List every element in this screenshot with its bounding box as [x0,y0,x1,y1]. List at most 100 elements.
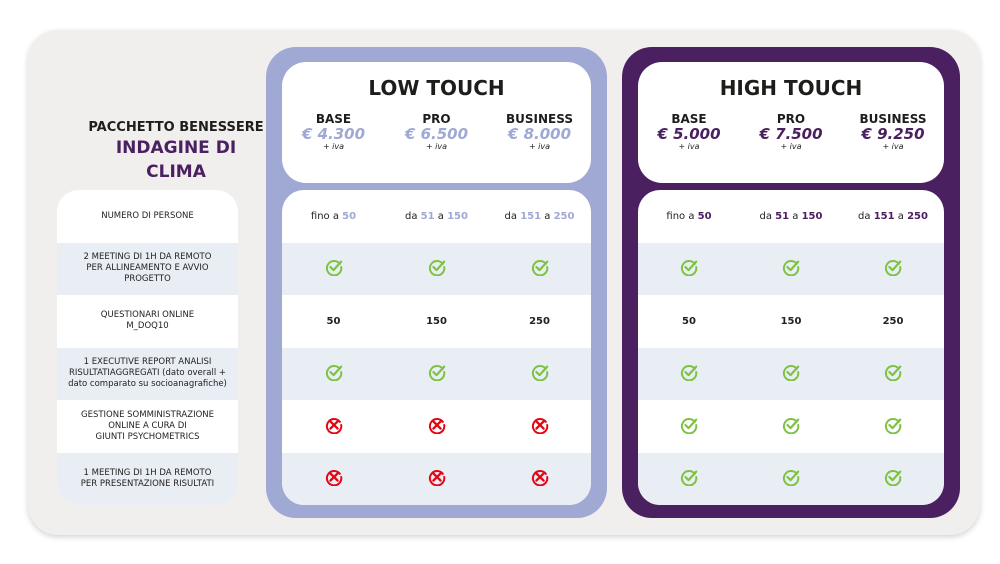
tier-price: € 9.250 [861,125,925,143]
tier-price: € 6.500 [404,125,469,143]
questionari-count: 250 [882,315,904,327]
feature-cell [385,416,488,437]
feature-cell [385,468,488,489]
feature-cell [282,468,385,489]
feature-cell [842,363,944,384]
feature-row: fino a 50 da 51 a 150 da 151 a 250 [282,190,591,243]
feature-cell [638,258,740,279]
feature-row: 50 150 250 [282,295,591,348]
persons-text: 250 [553,210,575,222]
check-icon [531,365,548,382]
feature-cell [282,258,385,279]
persons-text: a [789,210,802,222]
plan-header: HIGH TOUCH BASE € 5.000 + iva PRO € 7.500 + iv… [638,62,944,183]
cross-icon [531,470,548,487]
tier-name: BASE [671,112,707,126]
page-title: PACCHETTO BENESSERE INDAGINE DI CLIMA [76,120,276,183]
feature-cell [842,468,944,489]
feature-cell [385,258,488,279]
check-icon [782,417,800,434]
tier-vat-note: + iva [780,142,802,151]
persons-text: 51 [775,210,790,222]
tier-price: € 8.000 [507,125,572,143]
title-package: PACCHETTO BENESSERE [88,120,264,135]
plan-low-touch: LOW TOUCH BASE € 4.300 + iva PRO € 6.500 + iva… [266,47,607,518]
persons-text: 50 [697,210,712,222]
feature-cell: 50 [638,316,740,327]
tier-name: BASE [315,112,352,126]
feature-row [638,452,944,505]
feature-cell [638,416,740,437]
title-main-1: INDAGINE DI [115,138,237,158]
tier-list: BASE € 4.300 + iva PRO € 6.500 + iva BUSINESS €… [282,112,591,151]
feature-label: 1 MEETING DI 1H DA REMOTO PER PRESENTAZI… [57,452,238,505]
tier-vat-note: + iva [425,142,448,151]
plan-features: fino a 50 da 51 a 150 da 151 a 250 50 150 250 [638,190,944,505]
questionari-count: 150 [780,315,802,327]
feature-cell [740,468,842,489]
persons-text: da [504,210,521,222]
feature-cell [282,363,385,384]
persons-text: 51 [420,210,435,222]
check-icon [782,470,800,487]
tier-name: PRO [422,112,451,126]
check-icon [428,260,445,277]
persons-text: a [541,210,554,222]
tier-business: BUSINESS € 8.000 + iva [488,112,591,151]
feature-cell: 250 [842,316,944,327]
feature-cell [740,363,842,384]
feature-cell: fino a 50 [638,211,740,222]
check-icon [531,260,548,277]
feature-cell: da 51 a 150 [740,211,842,222]
check-icon [325,365,342,382]
persons-text: a [894,210,908,222]
feature-label: 1 EXECUTIVE REPORT ANALISI RISULTATIAGGR… [57,347,238,400]
tier-name: BUSINESS [506,112,573,126]
tier-vat-note: + iva [322,142,345,151]
tier-pro: PRO € 6.500 + iva [385,112,488,151]
tier-vat-note: + iva [882,142,904,151]
feature-label: GESTIONE SOMMINISTRAZIONE ONLINE A CURA … [57,400,238,453]
tier-price: € 7.500 [759,125,823,143]
feature-cell: fino a 50 [282,211,385,222]
feature-cell [740,416,842,437]
feature-cell [740,258,842,279]
tier-price: € 4.300 [301,125,366,143]
persons-text: fino a [666,210,698,222]
check-icon [680,470,698,487]
check-icon [680,417,698,434]
feature-cell: da 151 a 250 [842,211,944,222]
feature-cell [282,416,385,437]
feature-cell: da 151 a 250 [488,211,591,222]
questionari-count: 50 [326,315,341,327]
tier-pro: PRO € 7.500 + iva [740,112,842,151]
feature-cell [842,258,944,279]
plan-title: HIGH TOUCH [719,76,863,100]
feature-cell: 50 [282,316,385,327]
check-icon [884,365,902,382]
check-icon [884,417,902,434]
check-icon [680,365,698,382]
persons-text: da [759,210,776,222]
check-icon [325,260,342,277]
plan-features: fino a 50 da 51 a 150 da 151 a 250 50 150 250 [282,190,591,505]
feature-label: NUMERO DI PERSONE [57,190,238,243]
check-icon [884,260,902,277]
check-icon [680,260,698,277]
tier-business: BUSINESS € 9.250 + iva [842,112,944,151]
feature-row [638,347,944,400]
questionari-count: 50 [682,315,696,327]
feature-cell [488,258,591,279]
feature-cell [488,468,591,489]
tier-base: BASE € 5.000 + iva [638,112,740,151]
feature-label: 2 MEETING DI 1H DA REMOTO PER ALLINEAMEN… [57,242,238,295]
feature-cell: 150 [385,316,488,327]
check-icon [428,365,445,382]
title-main-2: CLIMA [146,162,206,182]
feature-labels: NUMERO DI PERSONE 2 MEETING DI 1H DA REMO… [57,190,238,505]
feature-row [282,452,591,505]
tier-list: BASE € 5.000 + iva PRO € 7.500 + iva BUSINESS €… [638,112,944,151]
tier-price: € 5.000 [657,125,721,143]
feature-row [638,242,944,295]
persons-text: 150 [447,210,468,222]
